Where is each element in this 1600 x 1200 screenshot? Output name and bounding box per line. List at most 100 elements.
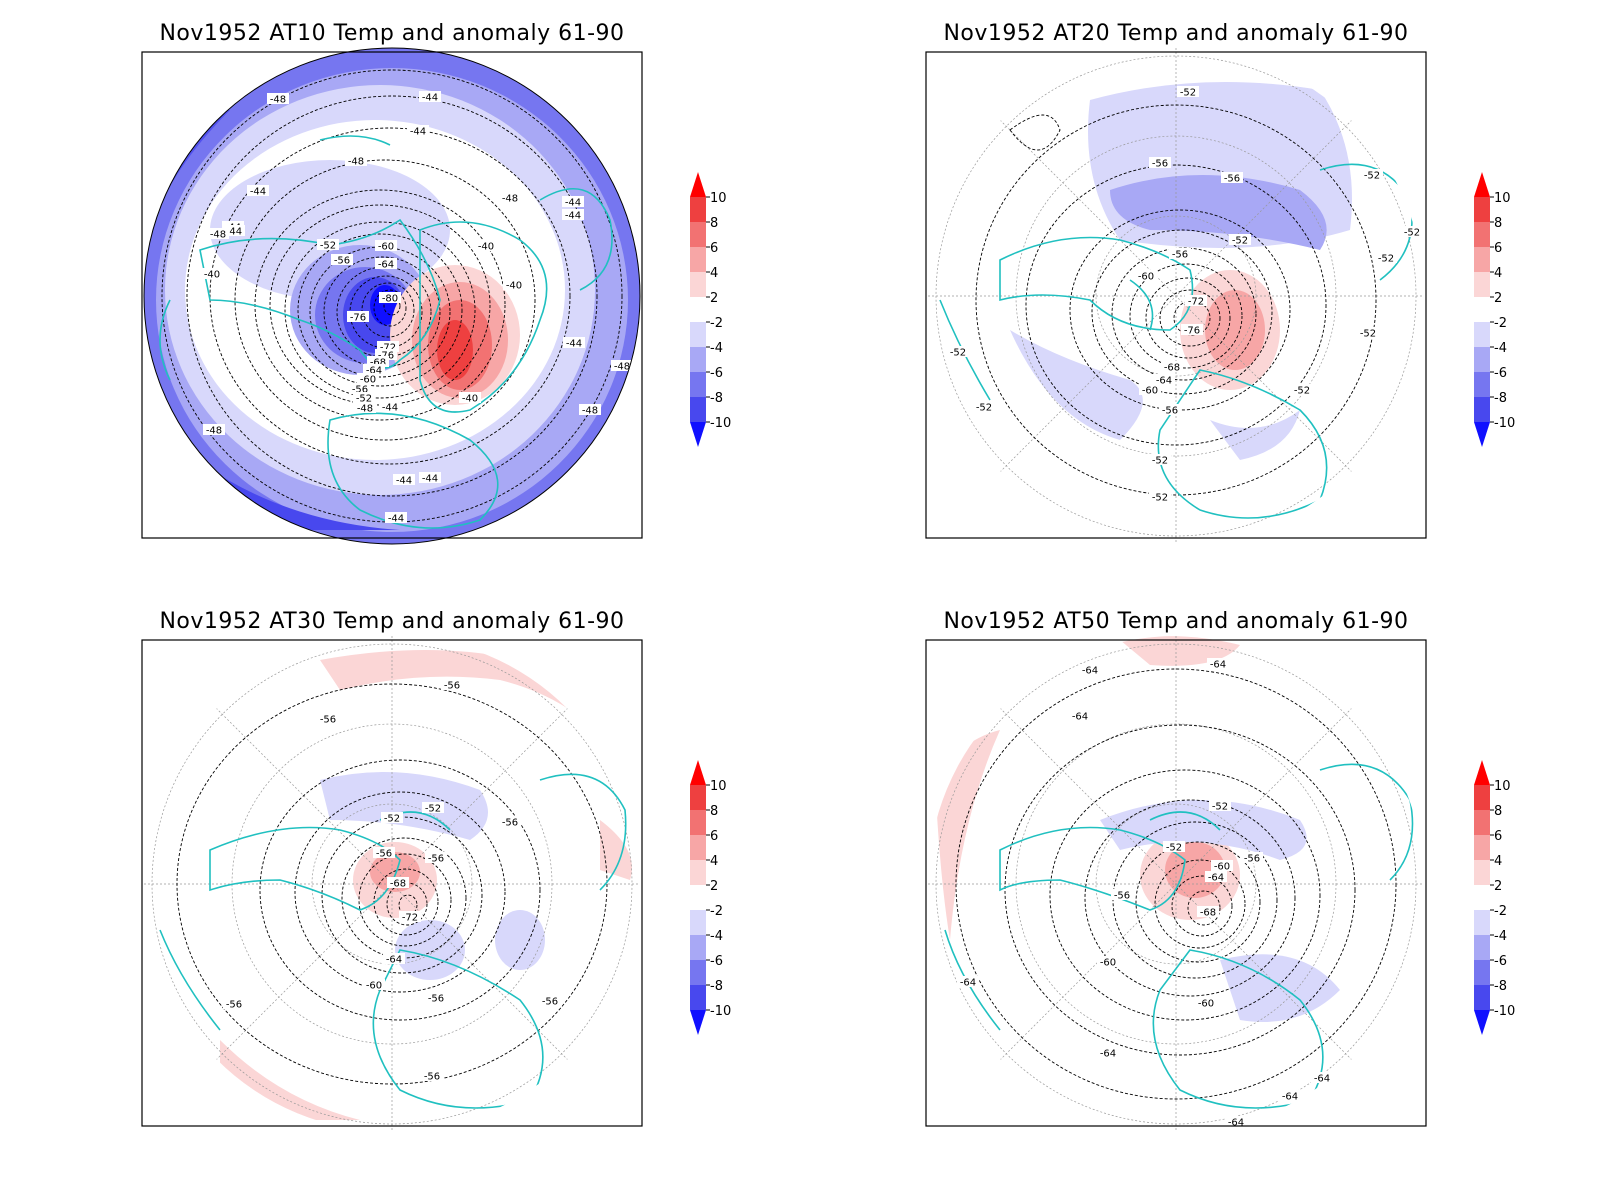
contour-label: -40 [204, 270, 220, 281]
contour-label: -64 [1100, 1049, 1116, 1060]
contour-label: -72 [1188, 297, 1204, 308]
contour-label-bg [379, 292, 401, 303]
contour-label: -52 [1360, 329, 1376, 340]
contour-label-bg [373, 847, 395, 858]
colorbar-tick-label: -8 [710, 391, 723, 406]
colorbar-swatch [690, 935, 706, 960]
panel-title: Nov1952 AT30 Temp and anomaly 61-90 [159, 609, 624, 634]
colorbar-tick-label: -6 [1494, 954, 1507, 969]
panel-title: Nov1952 AT10 Temp and anomaly 61-90 [159, 21, 624, 46]
colorbar-swatch [690, 810, 706, 835]
colorbar-tick-label: 6 [1494, 241, 1502, 256]
contour-label-bg [579, 404, 601, 415]
contour-label-bg [1079, 664, 1101, 675]
colorbar-min-arrow [690, 1010, 706, 1035]
colorbar-swatch [1474, 860, 1490, 885]
contour-label-bg [247, 185, 269, 196]
contour-label: -44 [565, 211, 581, 222]
contour-label-bg [425, 852, 447, 863]
colorbar-tick-label: -10 [710, 1004, 731, 1019]
contour-label-bg [421, 1070, 443, 1081]
contour-label: -40 [478, 242, 494, 253]
contour-label-bg [354, 402, 376, 413]
colorbar-tick-label: 2 [1494, 291, 1502, 306]
colorbar-tick-label: -4 [710, 341, 723, 356]
colorbar-swatch [690, 960, 706, 985]
colorbar-tick-label: 4 [1494, 854, 1502, 869]
contour-label: -40 [506, 281, 522, 292]
contour-label: -56 [352, 385, 368, 396]
colorbar-swatch [1474, 272, 1490, 297]
contour-label-bg [459, 392, 481, 403]
colorbar-tick-label: -8 [1494, 391, 1507, 406]
contour-label-bg [385, 512, 407, 523]
colorbar-swatch [1474, 397, 1490, 422]
colorbar-swatch [690, 985, 706, 1010]
contour-label: -64 [1314, 1074, 1330, 1085]
colorbar-swatch [1474, 785, 1490, 810]
colorbar-swatch [1474, 197, 1490, 222]
temperature-contours [975, 104, 1377, 496]
contour-label-bg [1221, 172, 1243, 183]
contour-label: -48 [582, 406, 598, 417]
contour-label: -60 [366, 981, 382, 992]
contour-label: -76 [1184, 326, 1200, 337]
colorbar-tick-label: 4 [1494, 266, 1502, 281]
contour-label-bg [441, 679, 463, 690]
panel-at20: Nov1952 AT20 Temp and anomaly 61-90 [925, 21, 1427, 544]
panel-at30: Nov1952 AT30 Temp and anomaly 61-90 [141, 609, 643, 1132]
contour-label-bg [1225, 1116, 1247, 1127]
contour-label-bg [375, 258, 397, 269]
colorbar-tick-label: -8 [1494, 979, 1507, 994]
contour-label: -56 [1172, 250, 1188, 261]
contour-label: -52 [1152, 456, 1168, 467]
colorbar-swatch [1474, 960, 1490, 985]
contour-label: -60 [1198, 999, 1214, 1010]
contour-label-bg [1229, 234, 1251, 245]
contour-label-bg [375, 349, 397, 360]
contour-label: -56 [502, 818, 518, 829]
contour-label: -52 [1364, 171, 1380, 182]
contour-label: -44 [226, 227, 242, 238]
contour-label-bg [317, 239, 339, 250]
contour-label: -44 [565, 198, 581, 209]
colorbar-tick-label: 6 [710, 829, 718, 844]
contour-label: -44 [396, 476, 412, 487]
colorbar-swatch [690, 197, 706, 222]
contour-label: -56 [1224, 174, 1240, 185]
contour-label-bg [1291, 384, 1313, 395]
contour-label-bg [422, 802, 444, 813]
contour-label: -68 [370, 358, 386, 369]
colorbar-max-arrow [690, 760, 706, 785]
contour-label: -76 [350, 313, 366, 324]
colorbar: 10 8 6 4 2 -2 -4 -6 -8 -10 [690, 172, 731, 447]
contour-label: -64 [1082, 666, 1098, 677]
colorbar-swatch [690, 272, 706, 297]
contour-label: -64 [1210, 660, 1226, 671]
colorbar-tick-label: -8 [710, 979, 723, 994]
contour-label: -52 [356, 394, 372, 405]
contour-label-bg [1153, 374, 1175, 385]
contour-label-bg [1159, 404, 1181, 415]
contour-label-bg [1207, 658, 1229, 669]
contour-label-bg [562, 196, 584, 207]
contour-label-bg [331, 254, 353, 265]
colorbar-tick-label: -10 [710, 416, 731, 431]
colorbar: 10 8 6 4 2 -2 -4 -6 -8 -10 [1474, 760, 1515, 1035]
contour-label-bg [947, 346, 969, 357]
contour-label: -56 [428, 994, 444, 1005]
colorbar-tick-label: 4 [710, 266, 718, 281]
contour-label: -52 [1294, 386, 1310, 397]
contour-label-bg [367, 356, 389, 367]
colorbar-swatch [690, 860, 706, 885]
colorbar-tick-label: 2 [1494, 879, 1502, 894]
contour-label-bg [223, 225, 245, 236]
contour-labels: -64-64-64-52-52-60-56-64-68-56-60-60-64-… [957, 658, 1333, 1129]
contour-label-bg [1357, 327, 1379, 338]
contour-label-bg [499, 192, 521, 203]
contour-label-bg [1135, 270, 1157, 281]
contour-label: -68 [1200, 908, 1216, 919]
contour-label-bg [1149, 157, 1171, 168]
colorbar-swatch [1474, 910, 1490, 935]
contour-label: -52 [425, 804, 441, 815]
